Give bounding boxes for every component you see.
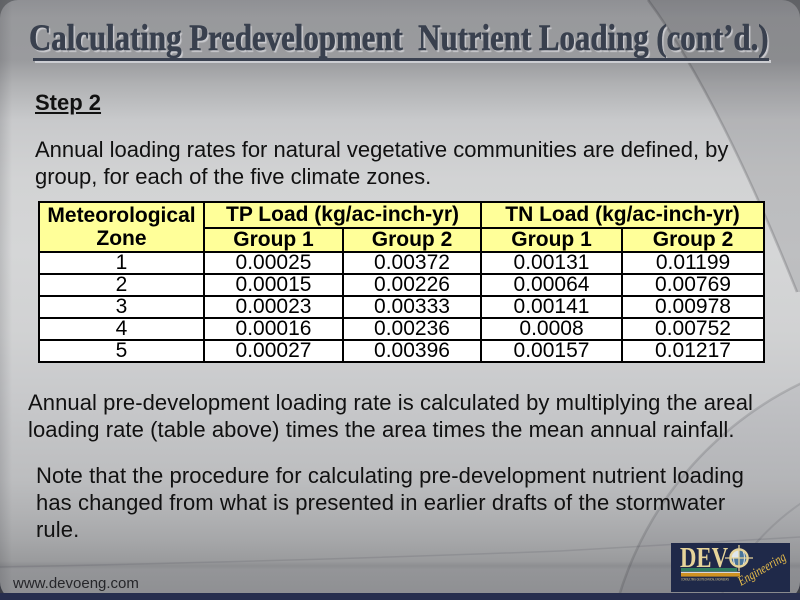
svg-text:CONSULTING GEOTECHNICAL ENGINE: CONSULTING GEOTECHNICAL ENGINEERS <box>681 578 729 582</box>
